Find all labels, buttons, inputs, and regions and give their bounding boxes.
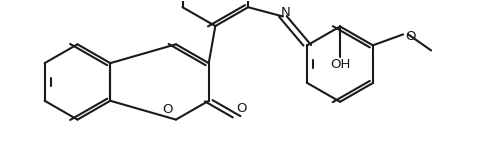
Text: O: O: [405, 30, 416, 43]
Text: O: O: [236, 102, 247, 115]
Text: O: O: [163, 103, 173, 116]
Text: OH: OH: [330, 58, 350, 71]
Text: N: N: [281, 6, 291, 19]
